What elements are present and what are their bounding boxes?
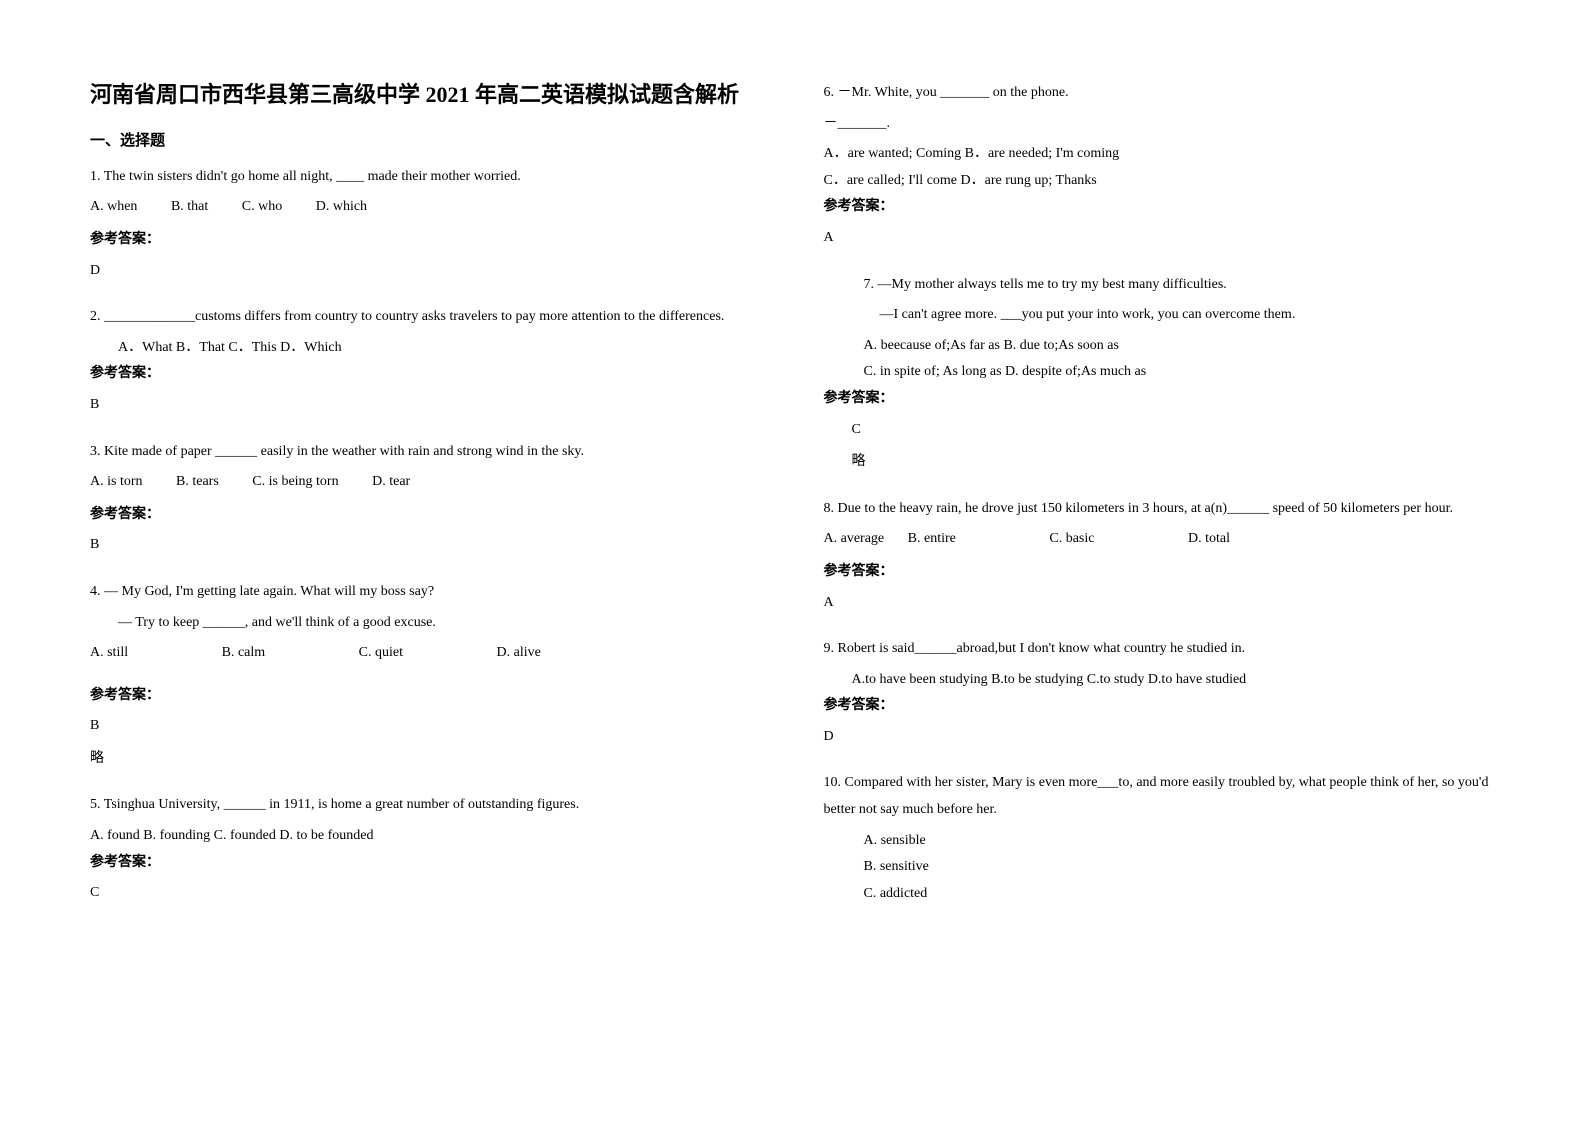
question-5: 5. Tsinghua University, ______ in 1911, … <box>90 792 764 912</box>
q3-answer-label: 参考答案： <box>90 502 764 529</box>
q5-answer: C <box>90 880 764 907</box>
section-header: 一、选择题 <box>90 129 764 150</box>
q7-opts1: A. beecause of;As far as B. due to;As so… <box>824 333 1498 360</box>
q3-opt-b: B. tears <box>176 469 219 496</box>
q8-opt-c: C. basic <box>1049 526 1094 553</box>
q7-note: 略 <box>824 449 1498 476</box>
left-column: 河南省周口市西华县第三高级中学 2021 年高二英语模拟试题含解析 一、选择题 … <box>90 80 764 1082</box>
q4-text1: 4. — My God, I'm getting late again. Wha… <box>90 579 764 606</box>
q9-answer: D <box>824 724 1498 751</box>
question-3: 3. Kite made of paper ______ easily in t… <box>90 439 764 565</box>
q2-options: A．What B．That C．This D．Which <box>90 335 764 362</box>
q4-answer: B <box>90 713 764 740</box>
q1-text: 1. The twin sisters didn't go home all n… <box>90 164 764 191</box>
q8-options: A. average B. entire C. basic D. total <box>824 526 1498 553</box>
question-4: 4. — My God, I'm getting late again. Wha… <box>90 579 764 779</box>
q9-options: A.to have been studying B.to be studying… <box>824 667 1498 694</box>
q3-opt-c: C. is being torn <box>252 469 338 496</box>
q5-options: A. found B. founding C. founded D. to be… <box>90 823 764 850</box>
q2-answer: B <box>90 392 764 419</box>
page-title: 河南省周口市西华县第三高级中学 2021 年高二英语模拟试题含解析 <box>90 80 764 111</box>
q2-answer-label: 参考答案： <box>90 361 764 388</box>
q7-text2: —I can't agree more. ___you put your int… <box>824 302 1498 329</box>
q6-answer-label: 参考答案： <box>824 194 1498 221</box>
q7-text1: 7. —My mother always tells me to try my … <box>824 272 1498 299</box>
q1-opt-d: D. which <box>316 194 367 221</box>
q3-options: A. is torn B. tears C. is being torn D. … <box>90 469 764 496</box>
right-column: 6. －Mr. White, you _______ on the phone.… <box>824 80 1498 1082</box>
q4-opt-b: B. calm <box>222 640 266 667</box>
q5-answer-label: 参考答案： <box>90 850 764 877</box>
q9-answer-label: 参考答案： <box>824 693 1498 720</box>
q3-text: 3. Kite made of paper ______ easily in t… <box>90 439 764 466</box>
q1-opt-a: A. when <box>90 194 137 221</box>
question-6: 6. －Mr. White, you _______ on the phone.… <box>824 80 1498 258</box>
q4-note: 略 <box>90 746 764 773</box>
q6-opts2: C．are called; I'll come D．are rung up; T… <box>824 168 1498 195</box>
q6-opts1: A．are wanted; Coming B．are needed; I'm c… <box>824 141 1498 168</box>
question-10: 10. Compared with her sister, Mary is ev… <box>824 770 1498 907</box>
q7-answer: C <box>824 417 1498 444</box>
question-8: 8. Due to the heavy rain, he drove just … <box>824 496 1498 622</box>
q5-text: 5. Tsinghua University, ______ in 1911, … <box>90 792 764 819</box>
q8-opt-a: A. average <box>824 526 885 553</box>
q2-text: 2. _____________customs differs from cou… <box>90 304 764 331</box>
q4-opt-a: A. still <box>90 640 128 667</box>
q8-answer: A <box>824 590 1498 617</box>
q4-options: A. still B. calm C. quiet D. alive <box>90 640 764 667</box>
q6-text2: －_______. <box>824 111 1498 138</box>
q7-opts2: C. in spite of; As long as D. despite of… <box>824 359 1498 386</box>
q10-opt-c: C. addicted <box>824 881 1498 908</box>
q8-opt-d: D. total <box>1188 526 1230 553</box>
q10-opt-a: A. sensible <box>824 828 1498 855</box>
q1-opt-b: B. that <box>171 194 208 221</box>
q1-options: A. when B. that C. who D. which <box>90 194 764 221</box>
q1-answer: D <box>90 258 764 285</box>
question-7: 7. —My mother always tells me to try my … <box>824 272 1498 482</box>
question-9: 9. Robert is said______abroad,but I don'… <box>824 636 1498 756</box>
q3-opt-d: D. tear <box>372 469 410 496</box>
q8-text: 8. Due to the heavy rain, he drove just … <box>824 496 1498 523</box>
q7-answer-label: 参考答案： <box>824 386 1498 413</box>
q1-opt-c: C. who <box>242 194 282 221</box>
q4-opt-c: C. quiet <box>359 640 403 667</box>
question-2: 2. _____________customs differs from cou… <box>90 304 764 424</box>
q8-answer-label: 参考答案： <box>824 559 1498 586</box>
q8-opt-b: B. entire <box>908 526 956 553</box>
q6-answer: A <box>824 225 1498 252</box>
q4-opt-d: D. alive <box>497 640 541 667</box>
q1-answer-label: 参考答案： <box>90 227 764 254</box>
q4-text2: — Try to keep ______, and we'll think of… <box>90 610 764 637</box>
q10-opt-b: B. sensitive <box>824 854 1498 881</box>
q4-answer-label: 参考答案： <box>90 683 764 710</box>
q3-opt-a: A. is torn <box>90 469 143 496</box>
q10-text: 10. Compared with her sister, Mary is ev… <box>824 770 1498 823</box>
q6-text1: 6. －Mr. White, you _______ on the phone. <box>824 80 1498 107</box>
q9-text: 9. Robert is said______abroad,but I don'… <box>824 636 1498 663</box>
question-1: 1. The twin sisters didn't go home all n… <box>90 164 764 290</box>
q3-answer: B <box>90 532 764 559</box>
